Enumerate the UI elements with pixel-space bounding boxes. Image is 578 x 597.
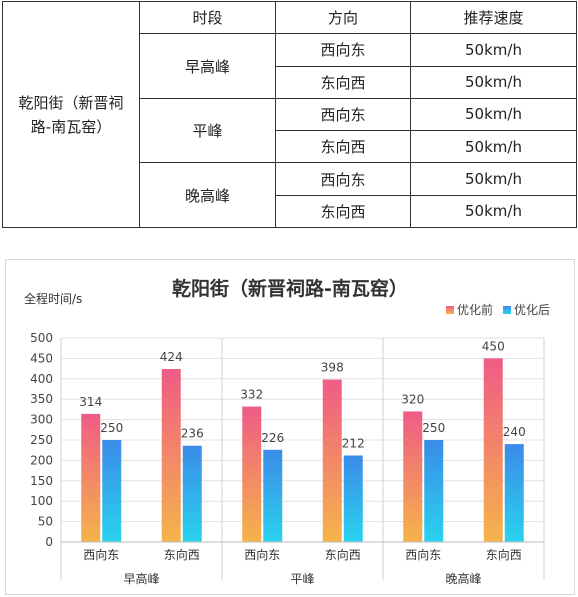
table-row: 平峰 西向东 50km/h	[3, 97, 577, 164]
speed-cell: 50km/h	[410, 130, 577, 164]
legend-label-after: 优化后	[513, 303, 550, 317]
bar-before	[242, 406, 262, 542]
header-direction: 方向	[275, 0, 411, 35]
data-label: 314	[79, 395, 102, 409]
legend-swatch-before	[445, 305, 454, 314]
bar-before	[161, 369, 181, 542]
table-header-row: 乾阳街（新晋祠 路-南瓦窑） 时段 方向 推荐速度	[2, 0, 577, 228]
speed-cell: 50km/h	[410, 162, 577, 196]
direction-cell: 东向西	[275, 194, 411, 229]
road-name-line-1: 乾阳街（新晋祠	[18, 93, 124, 112]
bar-before	[322, 379, 342, 542]
bar-chart: 0 50 100 150 200 250 300 350 400 450 500 314 250 西向东 4…	[30, 331, 545, 586]
x-tick-label: 西向东	[83, 547, 119, 562]
table-row: 东向西 50km/h	[3, 65, 577, 99]
group-label: 早高峰	[123, 571, 159, 586]
y-tick-label: 200	[30, 453, 53, 467]
y-axis-label: 全程时间/s	[24, 292, 83, 306]
table-row: 晚高峰 西向东 50km/h	[3, 162, 577, 228]
chart-title: 乾阳街（新晋祠路-南瓦窑）	[172, 278, 408, 300]
header-period: 时段	[139, 0, 276, 35]
direction-cell: 西向东	[275, 97, 411, 132]
direction-cell: 东向西	[275, 130, 411, 164]
speed-cell: 50km/h	[410, 65, 577, 99]
bar-after	[343, 455, 363, 542]
data-label: 250	[422, 421, 445, 435]
bar-after	[504, 444, 524, 542]
bar-after	[263, 449, 283, 542]
chart-legend: 优化前 优化后	[445, 301, 550, 318]
data-label: 240	[503, 425, 526, 439]
y-tick-label: 350	[30, 392, 53, 406]
period-cell: 早高峰	[139, 33, 276, 99]
data-label: 320	[401, 392, 424, 406]
table-row: 东向西 50km/h	[3, 130, 577, 164]
y-tick-label: 400	[30, 372, 53, 386]
bar-after	[182, 445, 202, 542]
speed-cell: 50km/h	[410, 33, 577, 67]
header-speed: 推荐速度	[410, 0, 577, 35]
y-tick-label: 500	[30, 331, 53, 345]
data-label: 212	[342, 437, 365, 451]
data-label: 450	[482, 339, 505, 353]
bar-before	[81, 413, 101, 542]
x-tick-label: 西向东	[244, 547, 280, 562]
bar-before	[403, 411, 423, 542]
y-tick-label: 0	[45, 535, 53, 549]
legend-label-before: 优化前	[456, 303, 493, 317]
legend-item-before: 优化前	[445, 301, 493, 318]
data-label: 250	[100, 421, 123, 435]
group-label: 晚高峰	[445, 571, 481, 586]
y-tick-label: 450	[30, 351, 53, 365]
bar-after	[102, 440, 122, 542]
bar-before	[483, 358, 503, 542]
road-name-line-2: 路-南瓦窑）	[30, 117, 112, 136]
y-tick-label: 50	[38, 515, 53, 529]
period-cell: 晚高峰	[139, 162, 276, 228]
direction-cell: 西向东	[275, 162, 411, 196]
direction-cell: 东向西	[275, 65, 411, 99]
group-label: 平峰	[290, 572, 314, 586]
period-cell: 平峰	[139, 97, 276, 164]
x-tick-label: 东向西	[164, 547, 200, 562]
table-row: 东向西 50km/h	[3, 194, 577, 229]
speed-cell: 50km/h	[410, 97, 577, 132]
y-tick-label: 250	[30, 433, 53, 447]
data-label: 236	[181, 427, 204, 441]
legend-item-after: 优化后	[502, 301, 550, 318]
data-label: 424	[160, 350, 183, 364]
table-row: 早高峰 西向东 50km/h	[3, 33, 577, 99]
speed-cell: 50km/h	[410, 194, 577, 229]
data-label: 398	[321, 361, 344, 375]
x-tick-label: 东向西	[486, 547, 522, 562]
road-name-cell: 乾阳街（新晋祠 路-南瓦窑）	[2, 1, 140, 228]
y-tick-label: 100	[30, 494, 53, 508]
bar-after	[424, 440, 444, 542]
speed-table: 乾阳街（新晋祠 路-南瓦窑） 时段 方向 推荐速度 早高峰 西向东 50km/h…	[2, 0, 577, 229]
x-tick-label: 东向西	[325, 547, 361, 562]
y-tick-label: 300	[30, 413, 53, 427]
direction-cell: 西向东	[275, 33, 411, 67]
data-label: 332	[240, 388, 263, 402]
y-tick-label: 150	[30, 474, 53, 488]
chart-panel: 乾阳街（新晋祠路-南瓦窑） 全程时间/s 优化前 优化后 0 50 100 150 20…	[5, 259, 575, 595]
x-tick-label: 西向东	[405, 547, 441, 562]
legend-swatch-after	[502, 305, 511, 314]
data-label: 226	[261, 431, 284, 445]
